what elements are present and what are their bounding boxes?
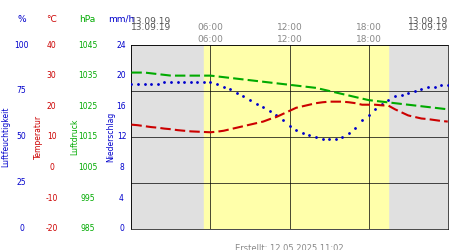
Text: 18:00: 18:00 [356, 35, 382, 44]
Text: Erstellt: 12.05.2025 11:02: Erstellt: 12.05.2025 11:02 [235, 244, 344, 250]
Text: 1025: 1025 [78, 102, 97, 111]
Text: 06:00: 06:00 [198, 35, 224, 44]
Text: 20: 20 [117, 71, 126, 80]
Text: 06:00: 06:00 [198, 24, 224, 32]
Text: %: % [17, 15, 26, 24]
Text: hPa: hPa [80, 15, 96, 24]
Text: 18:00: 18:00 [356, 24, 382, 32]
Text: 995: 995 [81, 194, 95, 202]
Text: -20: -20 [45, 224, 58, 233]
Text: 100: 100 [14, 40, 29, 50]
Text: 12:00: 12:00 [277, 24, 302, 32]
Text: 1045: 1045 [78, 40, 98, 50]
Text: 30: 30 [47, 71, 57, 80]
Text: 20: 20 [47, 102, 57, 111]
Text: 40: 40 [47, 40, 57, 50]
Text: 0: 0 [50, 163, 54, 172]
Text: 1035: 1035 [78, 71, 98, 80]
Text: Luftdruck: Luftdruck [70, 119, 79, 155]
Text: mm/h: mm/h [108, 15, 135, 24]
Text: 13.09.19: 13.09.19 [408, 17, 448, 26]
Text: 4: 4 [119, 194, 124, 202]
Text: 10: 10 [47, 132, 57, 141]
Text: 1005: 1005 [78, 163, 98, 172]
Text: 13.09.19: 13.09.19 [131, 24, 171, 32]
Text: 985: 985 [81, 224, 95, 233]
Text: 24: 24 [117, 40, 126, 50]
Text: 50: 50 [17, 132, 27, 141]
Text: Temperatur: Temperatur [34, 115, 43, 159]
Text: 13.09.19: 13.09.19 [131, 17, 171, 26]
Text: 16: 16 [117, 102, 126, 111]
Text: 0: 0 [19, 224, 24, 233]
Text: 75: 75 [17, 86, 27, 96]
Text: 12: 12 [117, 132, 126, 141]
Text: 8: 8 [119, 163, 124, 172]
Text: 25: 25 [17, 178, 27, 187]
Bar [204, 45, 388, 229]
Text: 13.09.19: 13.09.19 [408, 24, 448, 32]
Text: 12:00: 12:00 [277, 35, 302, 44]
Text: -10: -10 [45, 194, 58, 202]
Text: Luftfeuchtigkeit: Luftfeuchtigkeit [1, 106, 10, 167]
Text: °C: °C [46, 15, 57, 24]
Text: 1015: 1015 [78, 132, 97, 141]
Text: Niederschlag: Niederschlag [106, 112, 115, 162]
Text: 0: 0 [119, 224, 124, 233]
